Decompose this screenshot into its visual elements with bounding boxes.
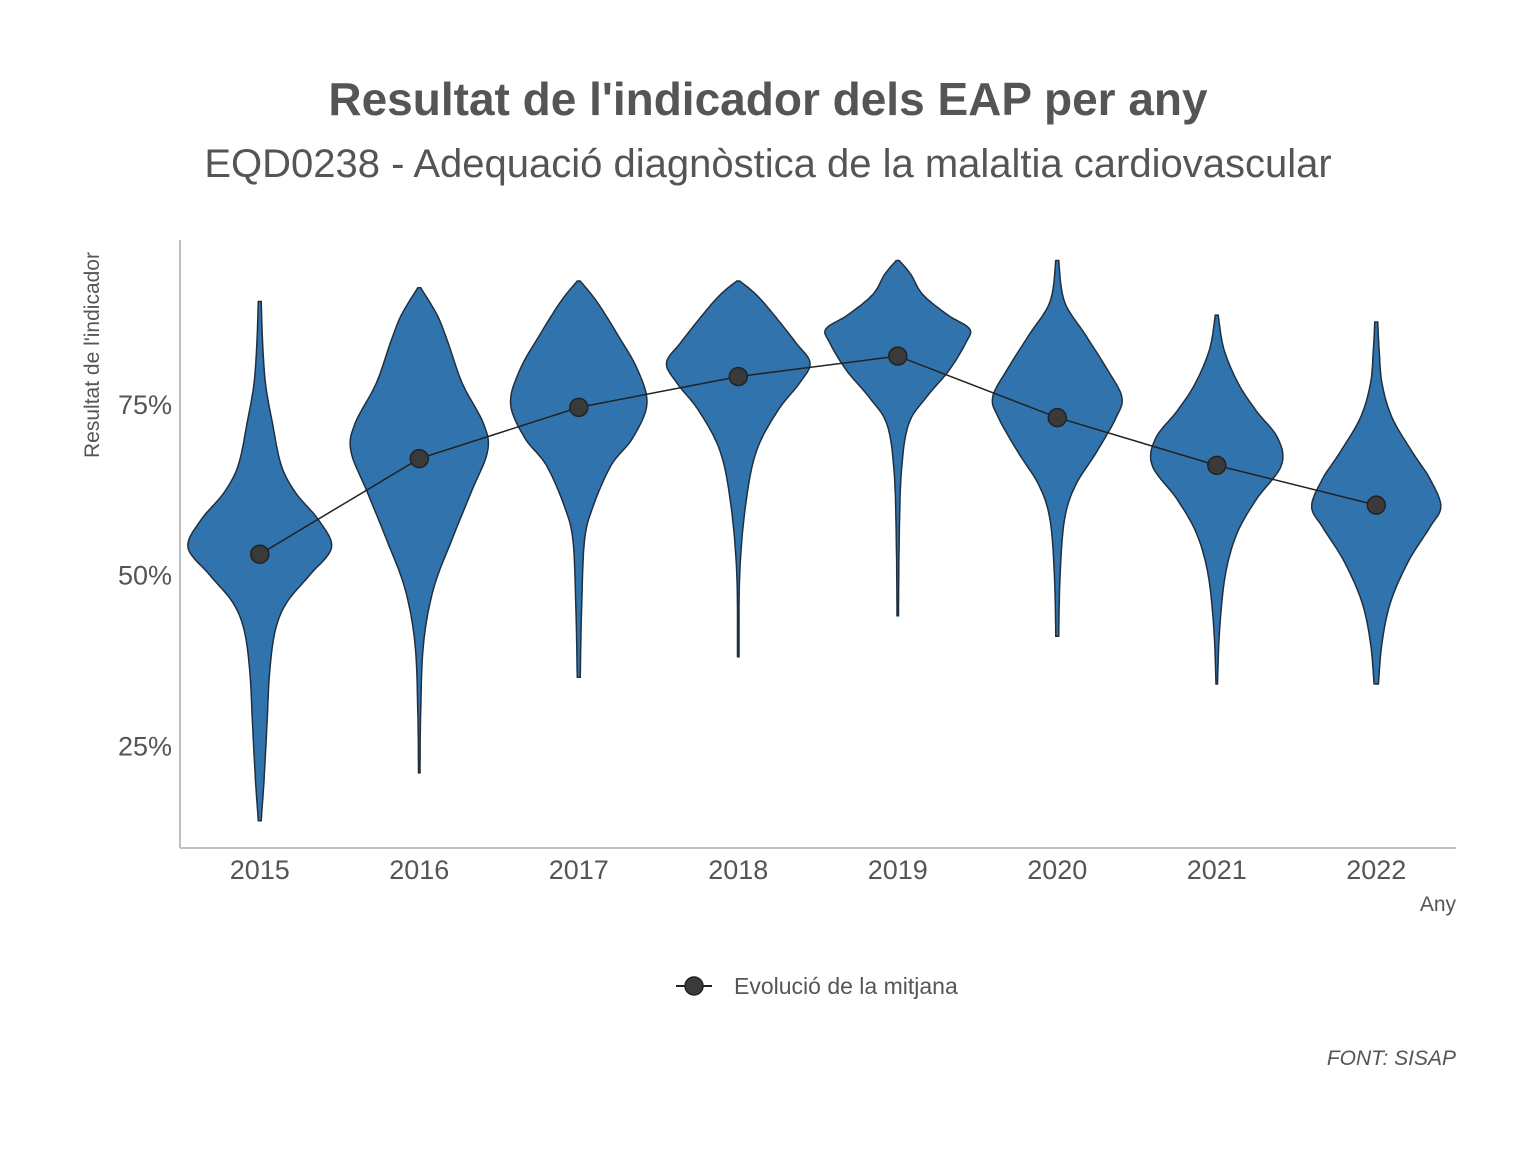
mean-point-2016 (409, 448, 430, 469)
mean-point-2018 (728, 366, 749, 387)
violin-2016 (349, 287, 490, 774)
y-axis-label: Resultat de l'indicador (81, 252, 104, 458)
mean-point-2019 (888, 346, 908, 366)
x-tick-label: 2022 (1346, 855, 1406, 885)
mean-point-2021 (1207, 455, 1227, 476)
x-tick-label: 2020 (1027, 855, 1087, 885)
chart-subtitle: EQD0238 - Adequació diagnòstica de la ma… (204, 142, 1332, 186)
mean-point-2020 (1047, 407, 1068, 428)
y-ticks: 25% 50% 75% (118, 390, 172, 762)
violins (187, 259, 1442, 822)
mean-line (259, 355, 1377, 555)
x-tick-label: 2016 (389, 855, 449, 885)
legend: Evolució de la mitjana (676, 973, 958, 999)
mean-series-line (259, 355, 1377, 555)
y-tick-label: 75% (118, 390, 172, 420)
x-tick-label: 2019 (868, 855, 928, 885)
x-tick-label: 2017 (549, 855, 609, 885)
source-caption: FONT: SISAP (1326, 1047, 1456, 1070)
mean-point-2015 (250, 544, 270, 564)
x-tick-label: 2015 (230, 855, 290, 885)
mean-points (250, 346, 1387, 564)
legend-label: Evolució de la mitjana (734, 973, 958, 999)
chart-title: Resultat de l'indicador dels EAP per any (328, 73, 1208, 125)
y-tick-label: 25% (118, 732, 172, 762)
x-tick-label: 2021 (1187, 855, 1247, 885)
x-ticks: 2015 2016 2017 2018 2019 2020 2021 2022 (230, 855, 1407, 885)
violin-2018 (665, 280, 811, 658)
x-axis-label: Any (1420, 893, 1457, 916)
y-tick-label: 50% (118, 561, 172, 591)
axes (179, 240, 1456, 849)
violin-2019 (824, 259, 972, 617)
violin-2017 (509, 280, 648, 678)
x-tick-label: 2018 (708, 855, 768, 885)
mean-point-2017 (569, 397, 589, 418)
legend-point-icon (684, 976, 704, 996)
violin-2021 (1149, 314, 1284, 685)
violin-2020 (991, 259, 1123, 637)
mean-point-2022 (1366, 495, 1387, 515)
